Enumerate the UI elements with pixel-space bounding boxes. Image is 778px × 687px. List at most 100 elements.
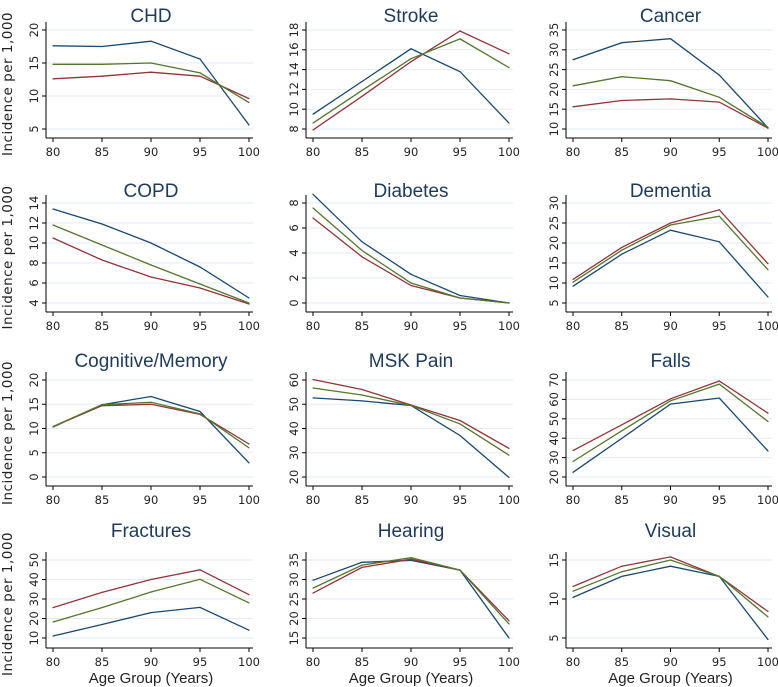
y-tick-label: 14	[27, 196, 41, 211]
data-point	[459, 423, 461, 425]
y-tick-label: 30	[27, 592, 41, 607]
x-tick-label: 95	[712, 493, 727, 507]
y-tick-label: 0	[287, 299, 301, 306]
panel-falls: Falls 20 30 40 50 60 70 80 85 90 95 100	[547, 351, 778, 507]
data-point	[410, 48, 412, 50]
panel-cancer: Cancer 10 15 20 25 30 35 80 85 90 95 100	[547, 6, 778, 159]
data-point	[248, 443, 250, 445]
y-axis-label: Incidence per 1,000	[0, 185, 16, 329]
data-point	[621, 246, 623, 248]
x-tick-label: 85	[95, 655, 110, 669]
data-point	[312, 579, 314, 581]
data-point	[767, 616, 769, 618]
x-tick-label: 90	[144, 145, 159, 159]
x-axis-label: Age Group (Years)	[349, 670, 474, 687]
data-point	[718, 575, 720, 577]
x-tick-label: 80	[46, 319, 61, 333]
data-point	[508, 53, 510, 55]
x-tick-label: 90	[404, 319, 419, 333]
data-point	[199, 410, 201, 413]
x-tick-label: 95	[712, 319, 727, 333]
data-point	[572, 106, 574, 108]
y-tick-label: 20	[27, 611, 41, 626]
y-tick-label: 20	[547, 82, 561, 97]
data-point	[150, 612, 152, 614]
data-point	[248, 462, 250, 464]
data-point	[718, 383, 720, 385]
data-point	[199, 58, 201, 60]
data-point	[718, 380, 720, 382]
series-line-1	[572, 38, 769, 129]
x-tick-label: 80	[566, 145, 581, 159]
y-tick-label: 4	[287, 249, 301, 256]
y-tick-label: 10	[27, 89, 41, 104]
data-point	[312, 217, 314, 219]
data-point	[572, 450, 574, 452]
panel-visual: Visual 5 10 15 80 85 90 95 100 Age Group (Years)	[547, 521, 778, 687]
data-point	[718, 241, 720, 243]
data-point	[101, 259, 103, 261]
data-point	[621, 571, 623, 573]
y-tick-label: 20	[27, 23, 41, 38]
y-tick-label: 20	[287, 470, 301, 485]
data-point	[52, 224, 54, 226]
y-tick-label: 0	[27, 473, 41, 480]
y-tick-label: 15	[547, 256, 561, 271]
panel-diabetes: Diabetes 0 2 4 6 8 80 85 90 95 100	[287, 181, 520, 333]
data-point	[508, 623, 510, 625]
x-tick-label: 100	[238, 655, 260, 669]
series-line-3	[312, 557, 510, 625]
series-line-1	[52, 606, 250, 637]
panel-title: Falls	[650, 351, 690, 372]
x-tick-label: 85	[355, 655, 370, 669]
y-tick-label: 20	[547, 470, 561, 485]
y-tick-label: 25	[547, 62, 561, 77]
data-point	[248, 98, 250, 100]
y-tick-label: 12	[27, 216, 41, 231]
data-point	[718, 74, 720, 76]
data-point	[312, 587, 314, 589]
y-tick-label: 40	[27, 572, 41, 587]
x-axis-label: Age Group (Years)	[89, 670, 214, 687]
x-tick-label: 90	[663, 319, 678, 333]
data-point	[361, 89, 363, 91]
data-point	[459, 38, 461, 40]
data-point	[410, 558, 412, 560]
y-tick-label: 30	[547, 42, 561, 57]
data-point	[669, 224, 672, 226]
data-point	[361, 561, 363, 563]
data-point	[199, 266, 201, 268]
data-point	[508, 476, 510, 479]
panel-title: MSK Pain	[369, 351, 453, 372]
series-line-2	[312, 30, 510, 131]
panel-title: Cognitive/Memory	[74, 351, 228, 372]
series-line-2	[312, 217, 510, 304]
series-line-3	[572, 76, 769, 128]
x-tick-label: 95	[712, 145, 727, 159]
series-line-3	[52, 578, 250, 623]
panel-title: Dementia	[630, 181, 712, 202]
y-tick-label: 15	[547, 553, 561, 568]
data-point	[361, 394, 363, 396]
data-point	[150, 264, 152, 266]
series-line-2	[312, 558, 510, 622]
x-tick-label: 80	[566, 319, 581, 333]
data-point	[361, 95, 363, 97]
data-point	[52, 606, 54, 609]
data-point	[767, 412, 769, 414]
y-tick-label: 15	[547, 102, 561, 117]
data-point	[767, 263, 769, 265]
data-point	[410, 557, 412, 559]
x-axis-label: Age Group (Years)	[608, 670, 733, 687]
data-point	[361, 566, 363, 569]
series-line-3	[53, 62, 250, 104]
series-line-3	[572, 559, 769, 618]
data-point	[52, 63, 54, 65]
data-point	[52, 237, 54, 239]
y-tick-label: 30	[547, 450, 561, 465]
data-point	[101, 63, 103, 65]
data-point	[410, 559, 412, 561]
data-point	[669, 403, 672, 405]
series-line-1	[52, 40, 250, 126]
series-line-1	[572, 565, 769, 640]
